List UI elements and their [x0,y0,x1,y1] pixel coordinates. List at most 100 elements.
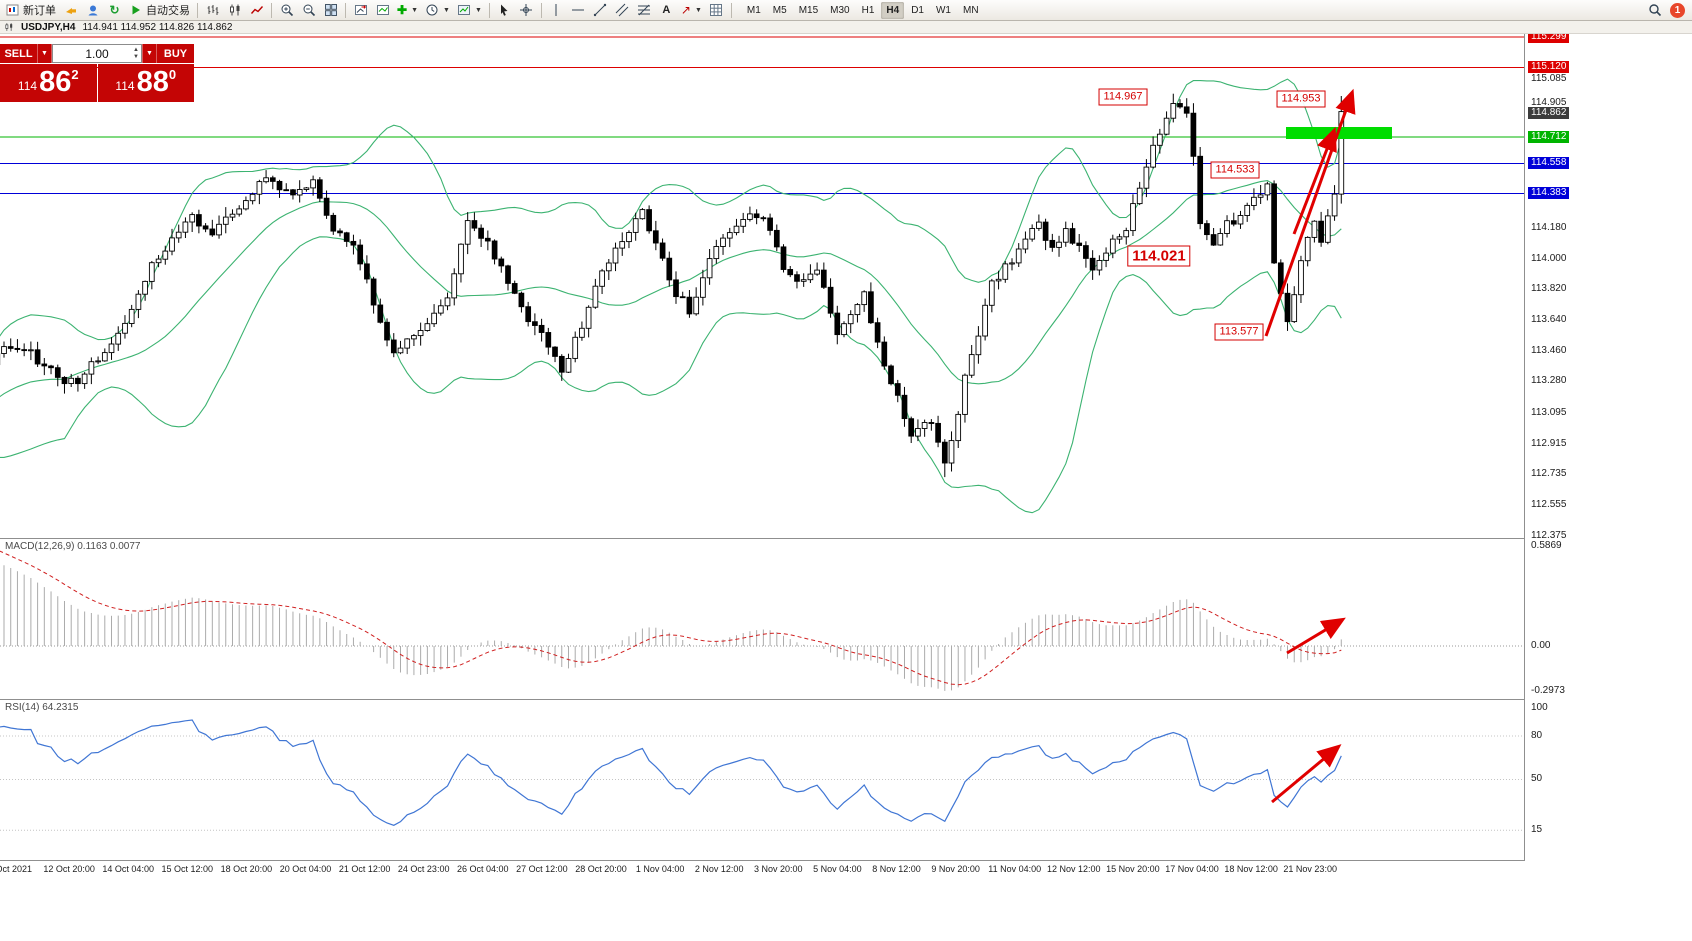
zoom-in-button[interactable] [276,1,297,20]
buy-button[interactable]: BUY [157,44,194,63]
ohlc-bars-icon [207,5,218,15]
toolbar: 新订单 ↻ 自动交易 [0,0,1692,21]
timeframe-button-m15[interactable]: M15 [798,4,819,16]
volume-value: 1.00 [85,46,109,61]
timeframe-button-m1[interactable]: M1 [746,4,761,16]
time-axis-label: 5 Nov 04:00 [813,864,862,874]
horizontal-line-icon [572,9,585,11]
trend-arrow[interactable] [1271,744,1342,804]
tile-windows-button[interactable] [320,1,341,20]
price-annotation[interactable]: 114.533 [1210,161,1260,179]
crosshair-tool-button[interactable] [516,1,537,20]
time-axis-label: 8 Oct 2021 [0,864,33,874]
chart-shift-button[interactable] [350,1,371,20]
price-chart-canvas[interactable] [0,34,1524,538]
macd-panel-canvas[interactable] [0,539,1524,699]
sell-button[interactable]: SELL [0,44,37,63]
buy-price-button[interactable]: 114 88 0 [97,64,194,102]
signals-button[interactable] [82,1,103,20]
channel-tool-button[interactable] [612,1,633,20]
market-button[interactable] [60,1,81,20]
zoom-out-icon [303,4,315,17]
search-button[interactable] [1644,1,1665,20]
macd-histogram [3,565,1342,691]
templates-button[interactable]: ▼ [454,1,485,20]
price-axis[interactable]: 115.299 115.120 115.085 114.905 114.862 114.7… [1525,31,1692,861]
timeframe-button-m30[interactable]: M30 [830,4,850,16]
zoom-out-button[interactable] [298,1,319,20]
trend-arrow[interactable] [1292,126,1337,235]
arrows-tool-button[interactable]: ↗ ▼ [678,1,705,20]
autotrading-button[interactable]: 自动交易 [126,1,193,20]
autotrading-label: 自动交易 [146,5,190,17]
volume-up-stepper[interactable]: ▲ [133,47,139,53]
cursor-tool-button[interactable] [494,1,515,20]
cursor-icon [501,4,508,16]
line-chart-button[interactable] [246,1,267,20]
price-axis-label: 115.085 [1531,73,1567,84]
price-annotation[interactable]: 114.021 [1127,245,1191,267]
trendline-tool-button[interactable] [590,1,611,20]
new-order-button[interactable]: 新订单 [3,1,59,20]
time-axis[interactable]: 8 Oct 2021 12 Oct 20:00 14 Oct 04:00 15 Oct… [0,861,1692,877]
price-annotation[interactable]: 113.577 [1214,323,1264,341]
price-annotation[interactable]: 114.967 [1098,88,1148,106]
price-axis-label: 0.00 [1531,640,1551,651]
trend-arrow[interactable] [1286,617,1346,655]
chevron-down-icon: ▼ [146,50,153,57]
panel-separator[interactable] [0,538,1692,539]
timeframe-button-d1[interactable]: D1 [911,4,924,16]
price-axis-label: 113.820 [1531,283,1567,294]
toolbar-separator [197,2,198,18]
axis-separator [1524,34,1525,861]
macd-signal-line [0,550,1342,686]
price-axis-label: 114.905 [1531,97,1567,108]
toolbar-separator [730,2,732,18]
play-icon [132,5,140,15]
volume-input[interactable]: 1.00 ▲ ▼ [52,44,142,63]
chart-window-icon [5,23,13,31]
sell-options-dropdown[interactable]: ▼ [37,44,52,63]
chart-titlebar: USDJPY,H4 114.941 114.952 114.826 114.86… [0,21,1692,34]
grid-icon [710,4,723,16]
volume-down-stepper[interactable]: ▼ [133,54,139,60]
timeframe-button-mn[interactable]: MN [962,4,979,16]
timeframe-button-h4[interactable]: H4 [881,1,905,19]
price-axis-label: 114.000 [1531,253,1567,264]
auto-scroll-button[interactable] [372,1,393,20]
text-tool-button[interactable]: A [656,1,677,20]
candlestick-chart-button[interactable] [224,1,245,20]
horizontal-level-lines[interactable] [0,36,1524,194]
arrow-shape-icon: ↗ [680,3,691,17]
price-annotation[interactable]: 114.953 [1276,90,1326,108]
indicators-plus-icon: ✚ [397,3,408,17]
time-axis-label: 20 Oct 04:00 [279,864,332,874]
refresh-button[interactable]: ↻ [104,1,125,20]
grid-button[interactable] [706,1,727,20]
rsi-panel-canvas[interactable] [0,700,1524,860]
fibonacci-icon [638,4,651,16]
timeframe-button-h1[interactable]: H1 [861,4,875,16]
bollinger-bands [0,78,1342,514]
price-axis-label: 114.862 [1528,107,1570,119]
trend-arrow[interactable] [1264,88,1356,337]
bar-chart-button[interactable] [202,1,223,20]
vertical-line-tool-button[interactable] [546,1,567,20]
time-axis-label: 2 Nov 12:00 [694,864,744,874]
time-axis-label: 27 Oct 12:00 [516,864,568,874]
panel-separator[interactable] [0,699,1692,700]
time-axis-label: 3 Nov 20:00 [754,864,803,874]
buy-options-dropdown[interactable]: ▼ [142,44,157,63]
periods-button[interactable]: ▼ [422,1,453,20]
indicators-button[interactable]: ✚ ▼ [394,1,421,20]
time-axis-label: 28 Oct 20:00 [575,864,627,874]
notification-badge[interactable]: 1 [1670,2,1685,18]
trendline-icon [594,3,607,17]
sell-price-button[interactable]: 114 86 2 [0,64,97,102]
timeframe-button-m5[interactable]: M5 [772,4,787,16]
timeframe-button-w1[interactable]: W1 [935,4,951,16]
horizontal-line-tool-button[interactable] [568,1,589,20]
fibonacci-tool-button[interactable] [634,1,655,20]
toolbar-separator [271,2,272,18]
